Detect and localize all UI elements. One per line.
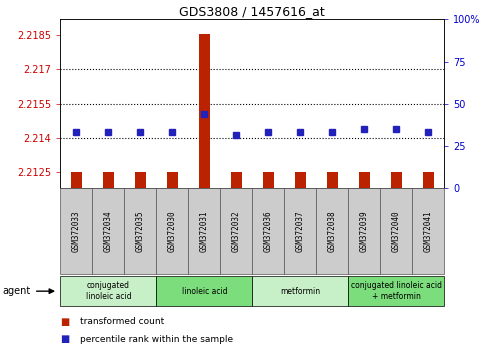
Bar <box>103 172 114 188</box>
Bar <box>253 188 284 274</box>
Text: GSM372038: GSM372038 <box>328 210 337 252</box>
Bar <box>92 188 125 274</box>
Bar <box>391 172 402 188</box>
Bar <box>348 276 444 306</box>
Bar <box>220 188 252 274</box>
Text: ■: ■ <box>60 316 70 327</box>
Text: GSM372030: GSM372030 <box>168 210 177 252</box>
Text: agent: agent <box>2 286 30 296</box>
Text: GSM372040: GSM372040 <box>392 210 401 252</box>
Bar <box>188 188 220 274</box>
Bar <box>71 172 82 188</box>
Bar <box>253 276 348 306</box>
Bar <box>359 172 370 188</box>
Text: metformin: metformin <box>280 287 320 296</box>
Text: conjugated
linoleic acid: conjugated linoleic acid <box>85 281 131 301</box>
Text: GSM372033: GSM372033 <box>72 210 81 252</box>
Bar <box>125 188 156 274</box>
Bar <box>348 188 381 274</box>
Bar <box>327 172 338 188</box>
Text: GSM372031: GSM372031 <box>200 210 209 252</box>
Bar <box>156 276 253 306</box>
Bar <box>199 34 210 188</box>
Bar <box>381 188 412 274</box>
Text: GSM372039: GSM372039 <box>360 210 369 252</box>
Bar <box>60 276 156 306</box>
Text: linoleic acid: linoleic acid <box>182 287 227 296</box>
Text: transformed count: transformed count <box>80 317 164 326</box>
Text: GSM372037: GSM372037 <box>296 210 305 252</box>
Bar <box>231 172 242 188</box>
Bar <box>423 172 434 188</box>
Bar <box>60 188 92 274</box>
Bar <box>316 188 348 274</box>
Text: GSM372035: GSM372035 <box>136 210 145 252</box>
Text: GSM372041: GSM372041 <box>424 210 433 252</box>
Bar <box>412 188 444 274</box>
Text: ■: ■ <box>60 334 70 344</box>
Text: GSM372032: GSM372032 <box>232 210 241 252</box>
Title: GDS3808 / 1457616_at: GDS3808 / 1457616_at <box>180 5 325 18</box>
Bar <box>156 188 188 274</box>
Bar <box>167 172 178 188</box>
Text: percentile rank within the sample: percentile rank within the sample <box>80 335 233 344</box>
Text: conjugated linoleic acid
+ metformin: conjugated linoleic acid + metformin <box>351 281 442 301</box>
Bar <box>263 172 274 188</box>
Bar <box>284 188 316 274</box>
Text: GSM372036: GSM372036 <box>264 210 273 252</box>
Bar <box>295 172 306 188</box>
Text: GSM372034: GSM372034 <box>104 210 113 252</box>
Bar <box>135 172 146 188</box>
